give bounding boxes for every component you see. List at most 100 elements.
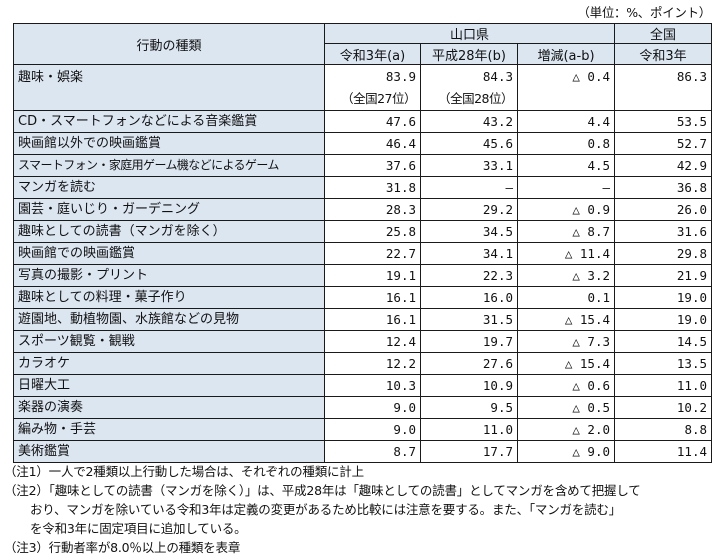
cell-diff: △ 7.3 bbox=[516, 330, 616, 353]
cell-national: 21.9 bbox=[614, 264, 713, 287]
table-row: 園芸・庭いじり・ガーデニング 28.3 29.2 △ 0.9 26.0 bbox=[13, 198, 713, 221]
cell-r3: 19.1 bbox=[324, 264, 421, 287]
cell-h28: 11.0 bbox=[420, 418, 518, 441]
cell-diff: 0.1 bbox=[516, 286, 616, 309]
cell-national: 29.8 bbox=[614, 242, 713, 265]
cell-r3: 9.0 bbox=[324, 396, 421, 419]
cell-diff: △ 9.0 bbox=[516, 440, 616, 463]
cell-diff: △ 3.2 bbox=[516, 264, 616, 287]
cell-national: 8.8 bbox=[614, 418, 713, 441]
table-row: マンガを読む 31.8— —36.8 bbox=[13, 176, 713, 199]
cell-diff: △ 2.0 bbox=[516, 418, 616, 441]
cell-r3: 22.7 bbox=[324, 242, 421, 265]
cell-national: 42.9 bbox=[614, 154, 713, 177]
cell-r3: 9.0 bbox=[324, 418, 421, 441]
table-row: 映画館以外での映画鑑賞 46.4 45.6 0.8 52.7 bbox=[13, 132, 713, 155]
cell-r3: 16.1 bbox=[324, 286, 421, 309]
note-2-line-3: を令和3年に固定項目に追加している。 bbox=[30, 521, 247, 536]
table-row: カラオケ 12.2 27.6 △ 15.4 13.5 bbox=[13, 352, 713, 375]
cell-r3: 28.3 bbox=[324, 198, 421, 221]
table-row: 趣味としての料理・菓子作り 16.1 16.0 0.1 19.0 bbox=[13, 286, 713, 309]
cell-h28: 22.3 bbox=[420, 264, 518, 287]
cell-diff: 0.8 bbox=[516, 132, 616, 155]
row-label: 編み物・手芸 bbox=[13, 418, 325, 441]
cell-r3: 83.9 （全国27位） bbox=[324, 64, 421, 111]
cell-national: 19.0 bbox=[614, 308, 713, 331]
header-yamaguchi: 山口県 bbox=[323, 23, 616, 44]
cell-national: 13.5 bbox=[614, 352, 713, 375]
row-label: 楽器の演奏 bbox=[13, 396, 325, 419]
cell-h28: 16.0 bbox=[420, 286, 518, 309]
row-label: CD・スマートフォンなどによる音楽鑑賞 bbox=[13, 110, 325, 133]
value-national: 86.3 bbox=[676, 69, 708, 84]
cell-national: 11.4 bbox=[614, 440, 713, 463]
table-row: 遊園地、動植物園、水族館などの見物 16.1 31.5 △ 15.4 19.0 bbox=[13, 308, 713, 331]
rank-r3: （全国27位） bbox=[341, 91, 416, 106]
cell-national: 53.5 bbox=[614, 110, 713, 133]
cell-diff: △ 0.5 bbox=[516, 396, 616, 419]
header-national-r3: 令和3年 bbox=[614, 43, 713, 65]
value-h28: 84.3 bbox=[482, 69, 513, 84]
row-label: 映画館以外での映画鑑賞 bbox=[13, 132, 325, 155]
header-r3a: 令和3年(a) bbox=[324, 43, 421, 65]
row-label: マンガを読む bbox=[13, 176, 325, 199]
row-label: 映画館での映画鑑賞 bbox=[13, 242, 325, 265]
cell-r3: 47.6 bbox=[324, 110, 421, 133]
header-activity-type: 行動の種類 bbox=[13, 23, 325, 65]
table-row: 写真の撮影・プリント 19.1 22.3 △ 3.2 21.9 bbox=[13, 264, 713, 287]
cell-h28: 45.6 bbox=[420, 132, 518, 155]
cell-national: 26.0 bbox=[614, 198, 713, 221]
row-label: スマートフォン・家庭用ゲーム機などによるゲーム bbox=[13, 154, 325, 177]
row-label: 写真の撮影・プリント bbox=[13, 264, 325, 287]
cell-national: 10.2 bbox=[614, 396, 713, 419]
cell-diff: △ 0.4 bbox=[516, 64, 616, 111]
cell-h28: 34.1 bbox=[420, 242, 518, 265]
cell-r3: 10.3 bbox=[324, 374, 421, 397]
cell-diff: 4.5 bbox=[516, 154, 616, 177]
cell-diff: — bbox=[516, 176, 616, 199]
row-label: 園芸・庭いじり・ガーデニング bbox=[13, 198, 325, 221]
footnotes: （注1）一人で2種類以上行動した場合は、それぞれの種類に計上 （注2）「趣味とし… bbox=[4, 462, 641, 557]
summary-row: 趣味・娯楽 83.9 （全国27位） 84.3 （全国28位） △ 0.4 86… bbox=[13, 64, 713, 111]
cell-diff: △ 0.6 bbox=[516, 374, 616, 397]
table-row: 楽器の演奏 9.0 9.5 △ 0.5 10.2 bbox=[13, 396, 713, 419]
unit-label: （単位：%、ポイント） bbox=[577, 5, 711, 20]
cell-national: 11.0 bbox=[614, 374, 713, 397]
cell-r3: 37.6 bbox=[324, 154, 421, 177]
cell-diff: △ 0.9 bbox=[516, 198, 616, 221]
row-label: 日曜大工 bbox=[13, 374, 325, 397]
cell-r3: 46.4 bbox=[324, 132, 421, 155]
cell-r3: 25.8 bbox=[324, 220, 421, 243]
cell-h28: 43.2 bbox=[420, 110, 518, 133]
row-label: 趣味としての読書（マンガを除く） bbox=[13, 220, 325, 243]
note-2-line-1: （注2）「趣味としての読書（マンガを除く）」は、平成28年は「趣味としての読書」… bbox=[4, 483, 641, 498]
table-row: CD・スマートフォンなどによる音楽鑑賞 47.6 43.2 4.4 53.5 bbox=[13, 110, 713, 133]
cell-h28: 33.1 bbox=[420, 154, 518, 177]
cell-r3: 12.2 bbox=[324, 352, 421, 375]
note-1: （注1）一人で2種類以上行動した場合は、それぞれの種類に計上 bbox=[4, 464, 364, 479]
note-3: （注3）行動者率が8.0％以上の種類を表章 bbox=[4, 540, 241, 555]
cell-h28: 84.3 （全国28位） bbox=[420, 64, 518, 111]
cell-h28: 9.5 bbox=[420, 396, 518, 419]
row-label: カラオケ bbox=[13, 352, 325, 375]
row-label: 趣味・娯楽 bbox=[13, 64, 325, 111]
cell-r3: 12.4 bbox=[324, 330, 421, 353]
cell-r3: 31.8 bbox=[324, 176, 421, 199]
cell-h28: — bbox=[420, 176, 518, 199]
cell-national: 14.5 bbox=[614, 330, 713, 353]
cell-diff: 4.4 bbox=[516, 110, 616, 133]
cell-national: 36.8 bbox=[614, 176, 713, 199]
cell-national: 31.6 bbox=[614, 220, 713, 243]
value-diff: △ 0.4 bbox=[572, 69, 611, 84]
header-h28b: 平成28年(b) bbox=[420, 43, 518, 65]
table-row: スポーツ観覧・観戦 12.4 19.7 △ 7.3 14.5 bbox=[13, 330, 713, 353]
table-row: 趣味としての読書（マンガを除く） 25.8 34.5 △ 8.7 31.6 bbox=[13, 220, 713, 243]
header-national: 全国 bbox=[614, 23, 713, 44]
cell-h28: 34.5 bbox=[420, 220, 518, 243]
row-label: 遊園地、動植物園、水族館などの見物 bbox=[13, 308, 325, 331]
cell-h28: 17.7 bbox=[420, 440, 518, 463]
hobby-activity-table: 行動の種類 山口県 全国 令和3年(a) 平成28年(b) 増減(a-b) 令和… bbox=[13, 23, 713, 463]
table-row: スマートフォン・家庭用ゲーム機などによるゲーム 37.6 33.1 4.5 42.9 bbox=[13, 154, 713, 177]
cell-h28: 10.9 bbox=[420, 374, 518, 397]
rank-h28: （全国28位） bbox=[438, 91, 513, 106]
